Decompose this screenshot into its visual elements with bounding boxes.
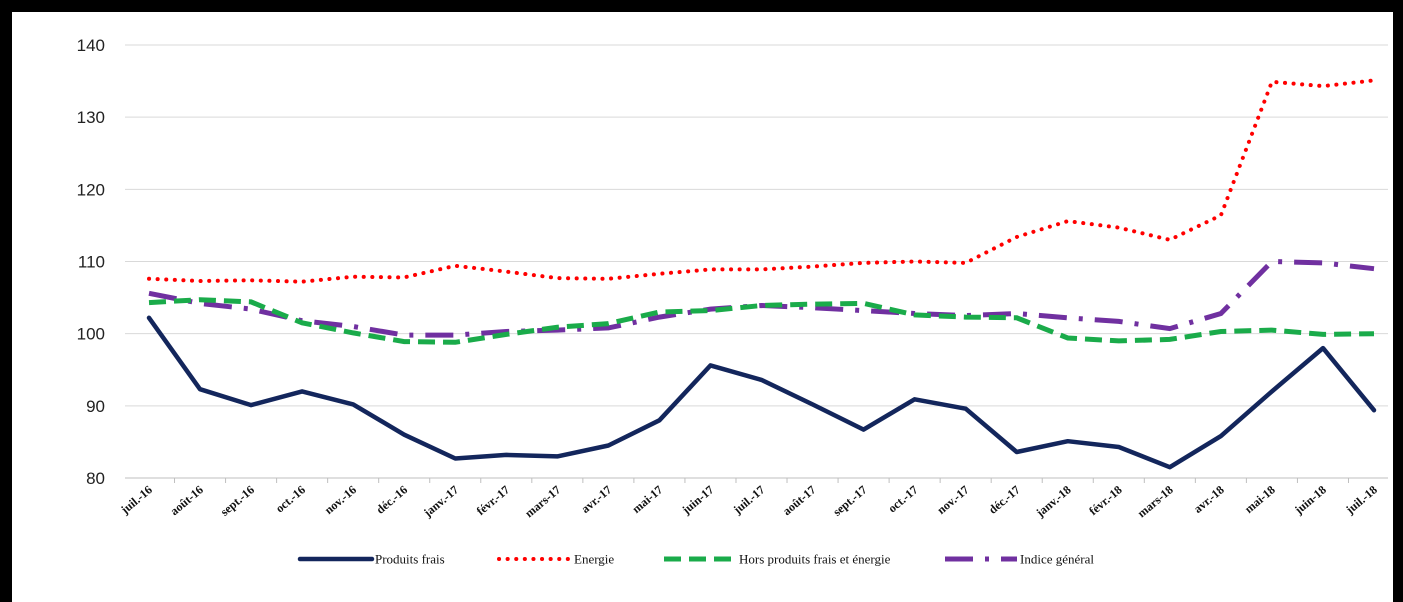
x-tick-label: août-16 [167,483,206,519]
line-chart: 80 90 100 110 120 130 140 juil.-16 août-16 sept.-… [77,36,1388,567]
x-tick-label: oct.-17 [885,483,920,516]
y-tick-label: 110 [78,253,105,272]
x-tick-label: juil.-17 [730,483,768,518]
y-tick-label: 140 [77,36,105,55]
x-tick-label: déc.-16 [373,483,410,517]
series-line-4 [148,258,1375,338]
series-line-3 [148,297,1375,345]
legend: Produits frais Energie Hors produits frais… [297,552,1094,567]
x-tick-label: mai-17 [629,483,665,516]
legend-item: Produits frais [297,552,445,567]
y-tick-label: 100 [77,325,105,344]
x-tick-label: mars-17 [522,483,563,521]
series-line-2 [147,78,1376,284]
x-tick-label: sept.-16 [218,483,257,519]
x-tick-label: sept.-17 [830,483,869,519]
x-tick-label: nov.-17 [934,483,971,518]
y-tick-label: 120 [77,180,105,199]
chart-container: 80 90 100 110 120 130 140 juil.-16 août-16 sept.-… [12,12,1393,602]
y-tick-label: 90 [86,397,105,416]
legend-label: Energie [574,552,614,567]
x-tick-label: oct.-16 [273,483,308,516]
legend-item: Indice général [945,552,1094,567]
legend-label: Indice général [1020,552,1094,567]
x-tick-label: juil.-16 [117,483,155,518]
x-tick-label: févr.-17 [474,483,513,519]
x-tick-label: nov.-16 [322,483,359,518]
x-tick-label: avr.-17 [578,483,614,516]
y-tick-label: 130 [77,108,105,127]
legend-label: Produits frais [375,552,445,567]
axes: 80 90 100 110 120 130 140 juil.-16 août-16 sept.-… [77,36,1388,520]
y-tick-label: 80 [86,469,105,488]
x-tick-label: juin-18 [1291,483,1329,518]
x-tick-label: déc.-17 [986,483,1023,517]
legend-item: Hors produits frais et énergie [664,552,891,567]
legend-label: Hors produits frais et énergie [739,552,891,567]
series-lines [146,78,1377,470]
x-tick-label: janv.-17 [420,483,461,521]
series-line-1 [146,315,1377,470]
x-tick-label: mars-18 [1135,483,1176,521]
x-tick-label: avr.-18 [1191,483,1227,516]
x-tick-label: janv.-18 [1032,483,1073,521]
x-tick-label: mai-18 [1242,483,1278,516]
x-tick-label: févr.-18 [1086,483,1125,519]
legend-item: Energie [497,552,614,567]
gridlines [125,44,1388,407]
x-tick-label: juin-17 [679,483,717,518]
x-tick-label: août-17 [780,483,819,519]
x-tick-label: juil.-18 [1342,483,1380,518]
